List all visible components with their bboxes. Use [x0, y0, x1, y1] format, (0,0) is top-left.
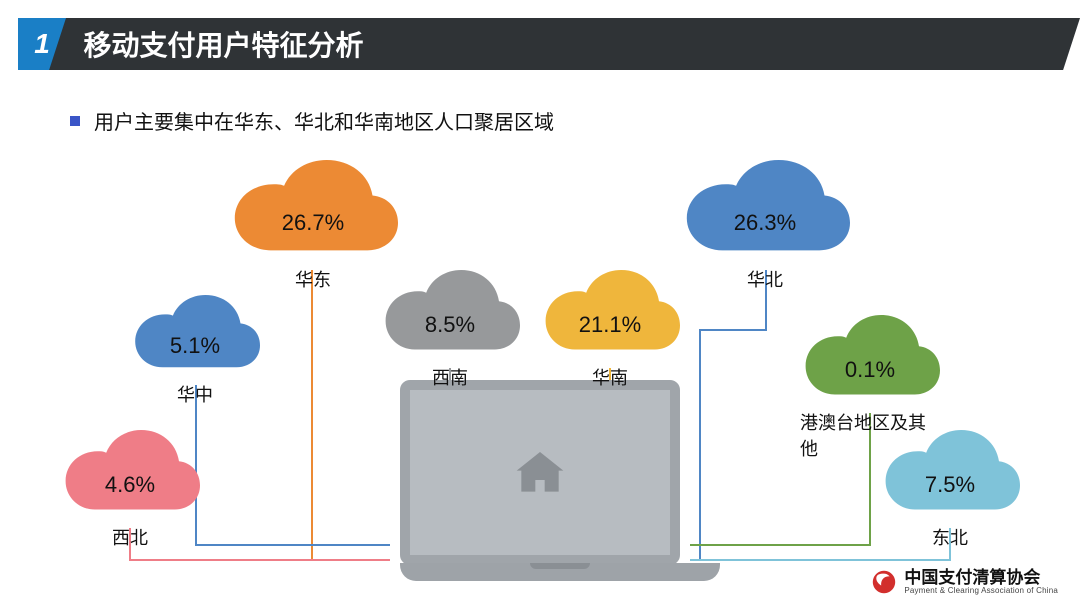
footer-org-en: Payment & Clearing Association of China — [904, 587, 1058, 595]
cloud-huabei-value: 26.3% — [680, 210, 850, 236]
cloud-huabei-label: 华北 — [747, 266, 783, 292]
header-title: 移动支付用户特征分析 — [84, 24, 364, 64]
cloud-huanan-label: 华南 — [592, 364, 628, 390]
diagram-stage: 26.7% 华东 26.3% 华北 5.1% 华中 8.5% 西南 21.1% 华南 0.… — [0, 140, 1080, 570]
cloud-xibei-label: 西北 — [112, 524, 148, 550]
cloud-xibei-value: 4.6% — [60, 472, 200, 498]
cloud-huanan-value: 21.1% — [540, 312, 680, 338]
bullet-icon — [70, 116, 80, 126]
subtitle-row: 用户主要集中在华东、华北和华南地区人口聚居区域 — [70, 106, 554, 135]
association-logo-icon — [870, 568, 898, 596]
cloud-dongbei: 7.5% 东北 — [880, 430, 1020, 550]
cloud-xinan: 8.5% 西南 — [380, 270, 520, 390]
cloud-huazhong-label: 华中 — [177, 381, 213, 407]
cloud-dongbei-value: 7.5% — [880, 472, 1020, 498]
cloud-xinan-value: 8.5% — [380, 312, 520, 338]
cloud-huadong: 26.7% 华东 — [228, 160, 398, 292]
subtitle-text: 用户主要集中在华东、华北和华南地区人口聚居区域 — [94, 106, 554, 135]
cloud-dongbei-label: 东北 — [932, 524, 968, 550]
footer-org-zh: 中国支付清算协会 — [904, 569, 1058, 587]
laptop-icon — [400, 380, 680, 581]
cloud-huanan: 21.1% 华南 — [540, 270, 680, 390]
cloud-xinan-label: 西南 — [432, 364, 468, 390]
cloud-huadong-value: 26.7% — [228, 210, 398, 236]
header-title-bar: 移动支付用户特征分析 — [49, 18, 1080, 70]
footer-logo: 中国支付清算协会 Payment & Clearing Association … — [870, 568, 1058, 596]
cloud-xibei: 4.6% 西北 — [60, 430, 200, 550]
cloud-huabei: 26.3% 华北 — [680, 160, 850, 292]
header-number: 1 — [34, 28, 50, 60]
laptop-screen — [400, 380, 680, 565]
cloud-huadong-label: 华东 — [295, 266, 331, 292]
cloud-gat-value: 0.1% — [800, 357, 940, 383]
house-icon — [512, 445, 568, 501]
laptop-base — [400, 563, 720, 581]
cloud-huazhong-value: 5.1% — [130, 333, 260, 359]
slide-header: 1 移动支付用户特征分析 — [0, 18, 1080, 70]
cloud-huazhong: 5.1% 华中 — [130, 295, 260, 407]
